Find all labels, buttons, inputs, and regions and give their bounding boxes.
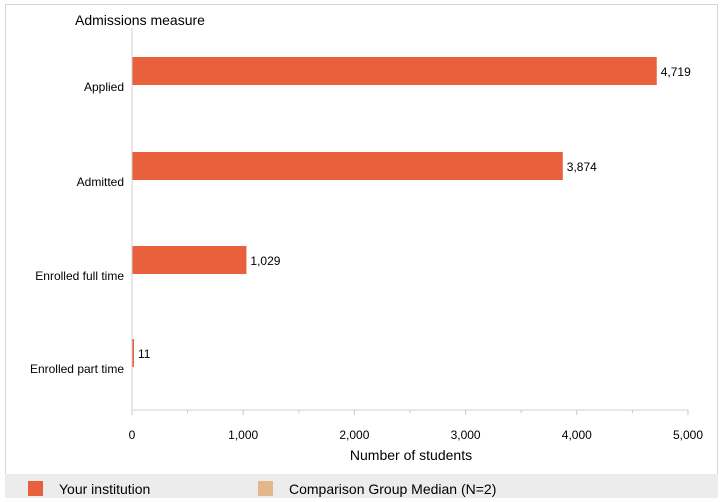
- legend: Your institution Comparison Group Median …: [28, 481, 496, 497]
- bar-2: [132, 152, 563, 180]
- chart-frame: [5, 4, 718, 498]
- bar-1: [132, 57, 657, 85]
- bar-3: [132, 246, 247, 274]
- bar-value-label-2: 3,874: [567, 160, 597, 174]
- x-tick-label-2: 1,000: [228, 428, 258, 442]
- legend-band: [5, 474, 718, 498]
- x-tick-label-6: 5,000: [673, 428, 703, 442]
- legend-swatch-2: [258, 481, 273, 496]
- legend-label-2: Comparison Group Median (N=2): [289, 481, 496, 497]
- bar-value-label-1: 4,719: [661, 65, 691, 79]
- bars-layer: 4,719 Applied 3,874 Admitted 1,029 Enrolled f…: [30, 57, 691, 376]
- x-axis-label: Number of students: [350, 447, 472, 463]
- x-axis: 0 1,000 2,000 3,000 4,000 5,000: [129, 28, 703, 442]
- x-tick-label-4: 3,000: [451, 428, 481, 442]
- x-tick-label-3: 2,000: [339, 428, 369, 442]
- category-label-4: Enrolled part time: [30, 362, 124, 376]
- category-label-3: Enrolled full time: [35, 269, 124, 283]
- chart-title: Admissions measure: [75, 12, 205, 28]
- bar-value-label-4: 11: [138, 347, 151, 361]
- bar-4: [132, 339, 134, 367]
- legend-swatch-1: [28, 481, 43, 496]
- category-label-2: Admitted: [77, 175, 124, 189]
- x-tick-label-5: 4,000: [562, 428, 592, 442]
- category-label-1: Applied: [84, 80, 124, 94]
- bar-value-label-3: 1,029: [250, 254, 280, 268]
- x-tick-label-1: 0: [129, 428, 136, 442]
- legend-label-1: Your institution: [59, 481, 150, 497]
